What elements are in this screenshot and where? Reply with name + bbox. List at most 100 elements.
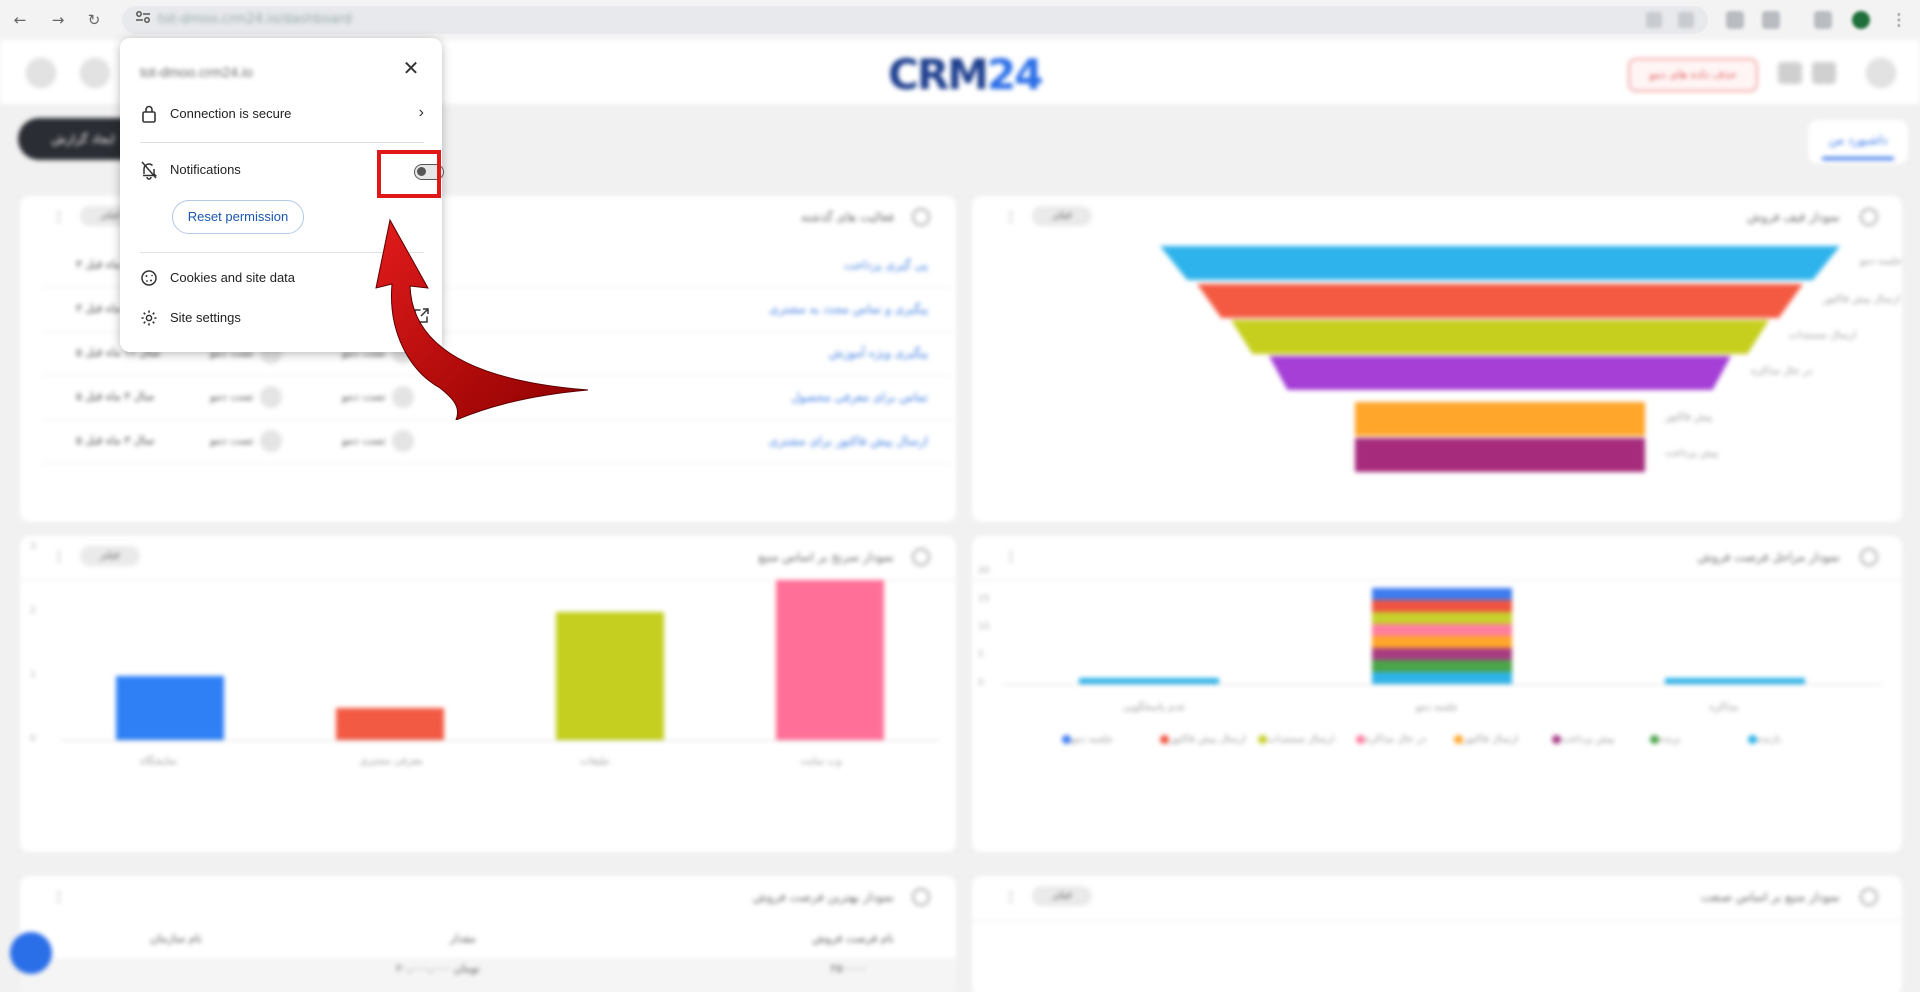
stacked-bar-segment[interactable] [1372, 672, 1512, 684]
funnel-band[interactable] [1197, 284, 1803, 318]
legend-item[interactable]: بازنده [1744, 734, 1781, 745]
legend-item[interactable]: برنده [1646, 734, 1681, 745]
list-item[interactable]: پی گیری پرداخت ۳ ماه قبل [42, 244, 952, 288]
bar[interactable] [116, 676, 224, 740]
site-settings-label: Site settings [170, 310, 241, 325]
legend-label: بازنده [1757, 734, 1781, 745]
legend-item[interactable]: ارسال مستندات [1254, 734, 1334, 745]
bookmark-star-icon[interactable] [1678, 12, 1694, 28]
activity-user: تست دمو [342, 390, 386, 403]
cookies-row[interactable]: Cookies and site data [140, 264, 430, 292]
avatar [392, 386, 414, 408]
kebab-icon[interactable]: ⋮ [52, 549, 66, 565]
kebab-icon[interactable]: ⋮ [1004, 889, 1018, 905]
extension-icon[interactable] [1726, 11, 1744, 29]
y-tick-label: 20 [978, 566, 990, 576]
activity-title-link[interactable]: تماس برای معرفی محصول [791, 390, 928, 404]
notifications-row: Notifications [140, 156, 444, 184]
home-icon[interactable] [80, 58, 110, 88]
funnel-icon [1860, 208, 1878, 226]
activity-title-link[interactable]: پیگیری ویژه آموزش [828, 346, 928, 360]
y-tick-label: 2 [30, 606, 36, 616]
delete-demo-data-button[interactable]: حذف داده های دمو [1628, 58, 1758, 92]
legend-item[interactable]: ارسال فاکتور [1450, 734, 1518, 745]
industry-source-card: نمودار منبع بر اساس صنعت فیلتر ⋮ [972, 876, 1902, 992]
kebab-icon[interactable]: ⋮ [52, 889, 66, 905]
download-icon[interactable] [1814, 11, 1832, 29]
stacked-bar-segment[interactable] [1665, 678, 1806, 684]
kebab-icon[interactable]: ⋮ [1004, 549, 1018, 565]
close-icon[interactable]: ✕ [402, 58, 420, 80]
activity-title-link[interactable]: ارسال پیش فاکتور برای مشتری [768, 434, 928, 448]
stacked-bar-segment[interactable] [1372, 612, 1512, 624]
address-bar[interactable]: tot-dmoo.crm24.io/dashboard [122, 6, 1708, 34]
activity-title-link[interactable]: پیگیری و تماس مجدد به مشتری [768, 302, 928, 316]
list-item[interactable]: پیگیری و تماس مجدد به مشتری ۳ ماه قبل [42, 288, 952, 332]
activity-user: تست دمو [210, 390, 254, 403]
legend-item[interactable]: جلسه دمو [1058, 734, 1113, 745]
filter-chip[interactable]: فیلتر [1032, 886, 1092, 906]
funnel-band[interactable] [1355, 402, 1645, 436]
stacked-bar-segment[interactable] [1372, 660, 1512, 672]
funnel-label: پیش پرداخت [1665, 448, 1719, 459]
card-title: فعالیت های گذشته [800, 210, 894, 224]
profile-avatar[interactable] [1852, 11, 1870, 29]
lock-icon [140, 104, 160, 124]
notifications-toggle[interactable] [414, 164, 444, 180]
extensions-puzzle-icon[interactable] [1762, 11, 1780, 29]
chat-widget-button[interactable] [10, 932, 52, 974]
legend-label: برنده [1659, 734, 1681, 745]
legend-item[interactable]: در حال مذاکره [1352, 734, 1426, 745]
funnel-band[interactable] [1355, 438, 1645, 472]
stacked-bar-segment[interactable] [1078, 678, 1219, 684]
filter-chip[interactable]: فیلتر [1032, 206, 1092, 226]
funnel-band[interactable] [1160, 246, 1840, 280]
stacked-bar-segment[interactable] [1372, 588, 1512, 600]
crm-dashboard: CRM24 حذف داده های دمو ایجاد گزارش داشبو… [0, 40, 1920, 992]
stacked-bar-segment[interactable] [1372, 636, 1512, 648]
list-item[interactable]: ارسال پیش فاکتور برای مشتری تست دمو تست دم… [42, 420, 952, 464]
table-row[interactable]: ۲۵۰۰۰۰ ۲۰,۰۰۰,۰۰۰ تومان [20, 958, 956, 992]
tune-icon[interactable] [132, 10, 154, 30]
apps-grid-icon[interactable] [1812, 62, 1836, 84]
bar[interactable] [776, 580, 884, 740]
cast-icon[interactable] [1646, 12, 1662, 28]
reset-permission-button[interactable]: Reset permission [172, 200, 304, 234]
url-text[interactable]: tot-dmoo.crm24.io/dashboard [158, 12, 352, 27]
stacked-bar-segment[interactable] [1372, 648, 1512, 660]
legend-item[interactable]: پیش پرداخت [1548, 734, 1614, 745]
divider [972, 920, 1902, 921]
funnel-band[interactable] [1231, 320, 1769, 354]
bar[interactable] [336, 708, 444, 740]
x-tick-label: نمایشگاه [140, 756, 178, 767]
stacked-bar-segment[interactable] [1372, 600, 1512, 612]
header-circle-icon[interactable] [26, 58, 56, 88]
connection-secure-row[interactable]: Connection is secure › [140, 100, 430, 128]
back-icon[interactable]: ← [13, 11, 27, 29]
language-icon[interactable] [1778, 62, 1802, 84]
activity-time: ۵ سال ۳ ماه قبل [76, 434, 155, 447]
funnel-label: در حال مذاکره [1751, 366, 1813, 377]
legend-label: در حال مذاکره [1365, 734, 1427, 745]
list-item[interactable]: تماس برای معرفی محصول تست دمو تست دمو ۵ سال… [42, 376, 952, 420]
funnel-band[interactable] [1269, 356, 1731, 390]
trophy-icon [912, 888, 930, 906]
kebab-icon[interactable]: ⋮ [1004, 209, 1018, 225]
activity-time: ۳ ماه قبل [76, 258, 121, 271]
kebab-icon[interactable]: ⋮ [52, 209, 66, 225]
legend-item[interactable]: ارسال پیش فاکتور [1156, 734, 1246, 745]
crm24-logo: CRM24 [888, 50, 1043, 99]
browser-menu-icon[interactable]: ⋮ [1891, 10, 1907, 29]
user-avatar[interactable] [1866, 58, 1896, 88]
stacked-bar-segment[interactable] [1372, 624, 1512, 636]
filter-chip[interactable]: فیلتر [80, 546, 140, 566]
activity-title-link[interactable]: پی گیری پرداخت [843, 258, 928, 272]
tab-my-dashboard[interactable]: داشبورد من [1808, 120, 1908, 164]
popup-domain: tot-dmoo.crm24.io [140, 64, 253, 80]
bar[interactable] [556, 612, 664, 740]
x-tick-label: تبلیغات [580, 756, 610, 767]
legend-dot-icon [1062, 734, 1071, 744]
reload-icon[interactable]: ↻ [87, 11, 101, 29]
card-title: نمودار قیف فروش [1746, 210, 1840, 224]
forward-icon[interactable]: → [51, 11, 65, 29]
